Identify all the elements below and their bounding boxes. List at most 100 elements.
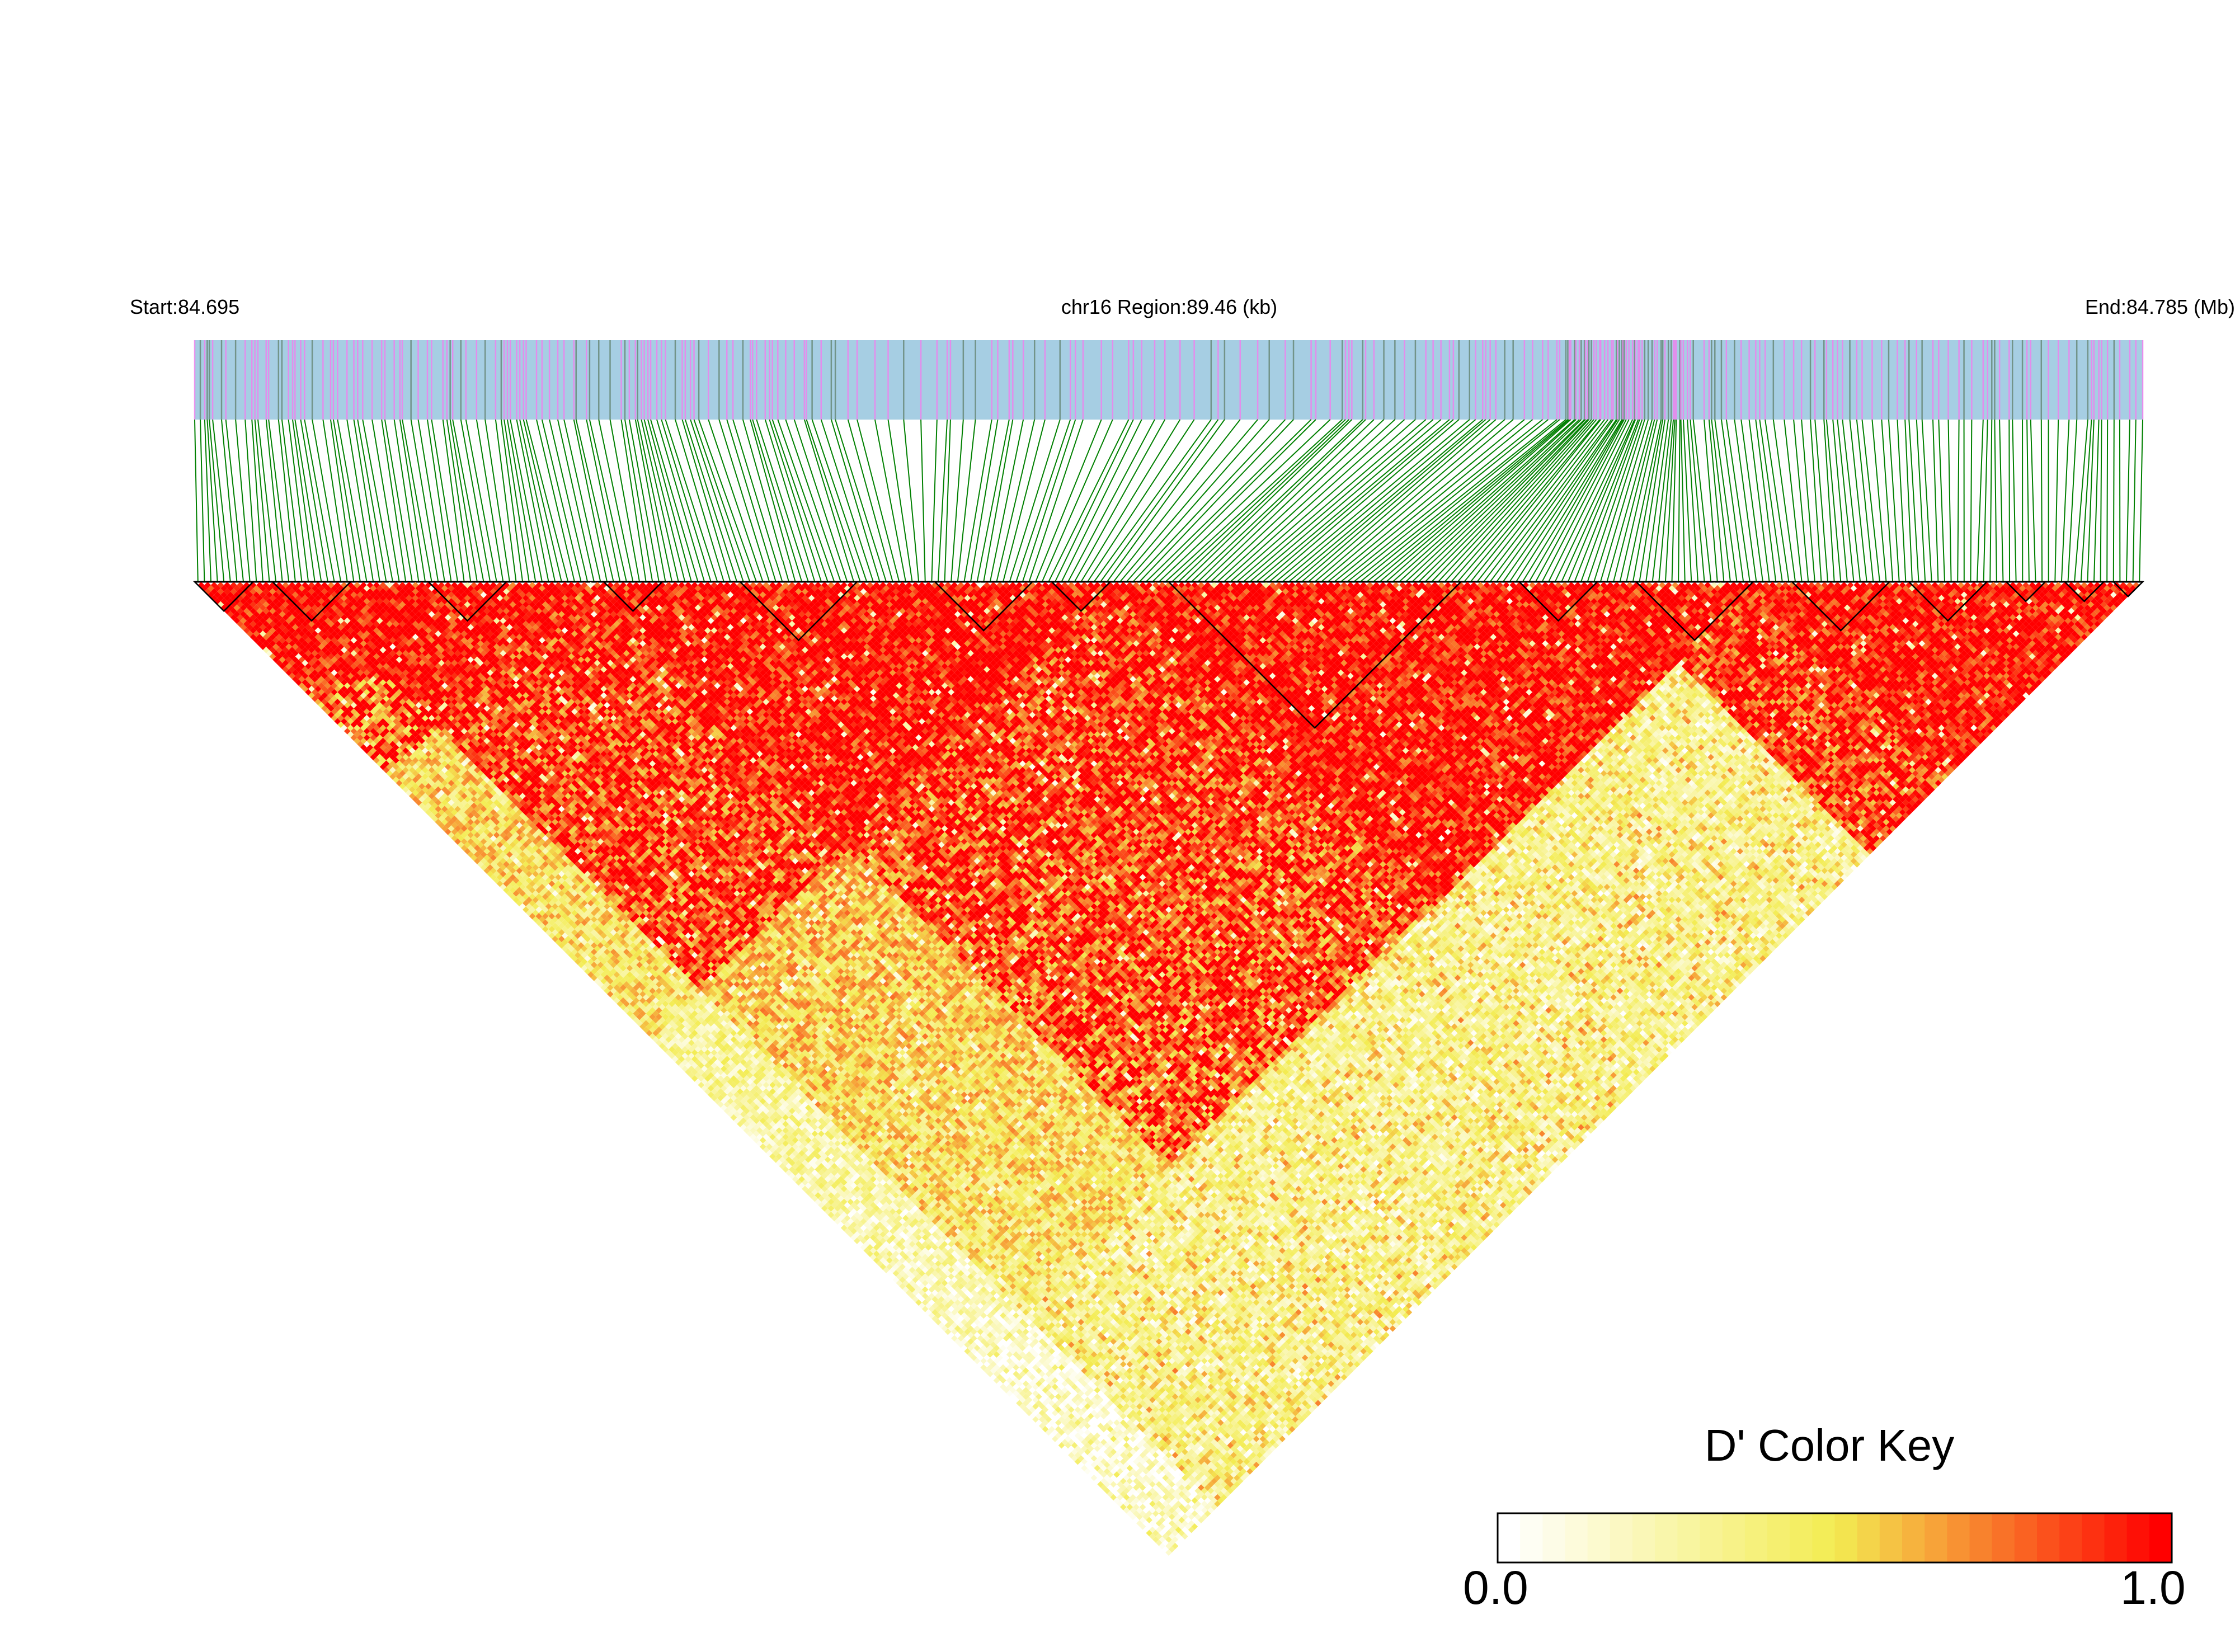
ld-cell	[626, 1010, 633, 1017]
ld-cell	[529, 912, 536, 920]
ld-cell	[1162, 1546, 1169, 1553]
ld-cell	[425, 809, 432, 816]
ld-cell	[802, 1185, 808, 1192]
snp-connector	[750, 419, 796, 582]
snp-connector	[2087, 419, 2095, 582]
snp-connector	[410, 419, 439, 582]
ld-cell	[863, 1247, 871, 1254]
ld-cell	[377, 760, 383, 767]
ld-cell	[243, 620, 250, 628]
ld-heatmap	[197, 582, 2140, 1556]
ld-cell	[1117, 1500, 1123, 1507]
ld-cell	[467, 845, 474, 851]
snp-connector	[312, 419, 342, 582]
snp-connector	[1334, 419, 1533, 582]
snp-connector	[1022, 419, 1076, 582]
ld-cell	[539, 923, 545, 929]
snp-connector	[1028, 419, 1084, 582]
ld-cell	[967, 1351, 974, 1358]
ld-cell	[406, 783, 412, 790]
snp-connector	[446, 419, 472, 582]
snp-connector	[1405, 419, 1580, 582]
ld-cell	[334, 712, 341, 718]
ld-cell	[902, 1286, 909, 1293]
ld-cell	[451, 829, 458, 835]
ld-cell	[672, 1056, 679, 1062]
ld-cell	[1155, 1540, 1163, 1546]
snp-connector	[830, 419, 881, 582]
ld-cell	[370, 754, 377, 761]
ld-cell	[292, 676, 299, 683]
snp-connector	[1720, 419, 1744, 582]
snp-connector	[1714, 419, 1738, 582]
snp-connector	[1464, 419, 1601, 582]
ld-cell	[373, 750, 380, 757]
ld-cell	[354, 731, 360, 738]
ld-cell	[763, 1146, 770, 1154]
snp-connector	[1837, 419, 1855, 582]
ld-cell	[850, 1234, 857, 1241]
snp-connector	[1158, 419, 1331, 582]
snp-connector	[698, 419, 757, 582]
ld-cell	[879, 1263, 887, 1270]
ld-cell	[1100, 1484, 1107, 1491]
snp-connector	[624, 419, 653, 582]
snp-connector	[1522, 419, 1623, 582]
snp-connector	[1619, 419, 1658, 582]
snp-connector	[777, 419, 835, 582]
ld-cell	[422, 806, 429, 812]
snp-connector	[254, 419, 270, 582]
snp-connector	[1772, 419, 1796, 582]
ld-cell	[1084, 1468, 1091, 1475]
ld-cell	[656, 1039, 662, 1046]
ld-cell	[1110, 1494, 1117, 1501]
snp-connector	[330, 419, 355, 582]
ld-cell	[935, 1319, 942, 1325]
snp-connector	[1678, 419, 1681, 582]
snp-connector	[357, 419, 387, 582]
snp-connector	[1535, 419, 1625, 582]
snp-connector	[1957, 419, 1960, 582]
ld-cell	[314, 698, 322, 705]
snp-connector	[426, 419, 452, 582]
ld-cell	[233, 611, 241, 618]
snp-connector	[1249, 419, 1442, 582]
ld-cell	[581, 964, 588, 972]
snp-connector	[684, 419, 738, 582]
ld-cell	[233, 617, 241, 624]
snp-connector	[1704, 419, 1718, 582]
snp-connector	[452, 419, 484, 582]
ld-cell	[961, 1344, 968, 1352]
ld-cell	[292, 669, 299, 676]
snp-connector	[1921, 419, 1932, 582]
ld-cell	[402, 786, 409, 793]
snp-connector	[976, 419, 1010, 582]
ld-cell	[818, 1202, 825, 1208]
ld-cell	[785, 1169, 792, 1176]
ld-cell	[779, 1162, 786, 1170]
snp-connector	[1424, 419, 1586, 582]
ld-cell	[883, 1267, 890, 1274]
snp-connector	[1282, 419, 1476, 582]
snp-connector	[1516, 419, 1620, 582]
snp-connector	[2008, 419, 2011, 582]
snp-connector	[1938, 419, 1945, 582]
ld-cell	[1159, 1542, 1166, 1550]
ld-cell	[344, 721, 351, 728]
region-title: chr16 Region:89.46 (kb)	[0, 295, 2235, 319]
ld-cell	[575, 958, 581, 965]
ld-cell	[327, 712, 335, 718]
snp-connector	[337, 419, 368, 582]
ld-cell	[971, 1354, 977, 1361]
ld-cell	[337, 714, 344, 722]
ld-cell	[509, 893, 516, 900]
ld-cell	[535, 919, 542, 926]
snp-connector	[1561, 419, 1635, 582]
snp-connector-lines	[194, 419, 2143, 583]
ld-cell	[357, 734, 364, 741]
ld-cell	[324, 702, 331, 709]
snp-connector	[465, 419, 497, 582]
snp-connector	[402, 419, 432, 582]
ld-cell	[217, 595, 224, 601]
snp-connector	[288, 419, 309, 582]
